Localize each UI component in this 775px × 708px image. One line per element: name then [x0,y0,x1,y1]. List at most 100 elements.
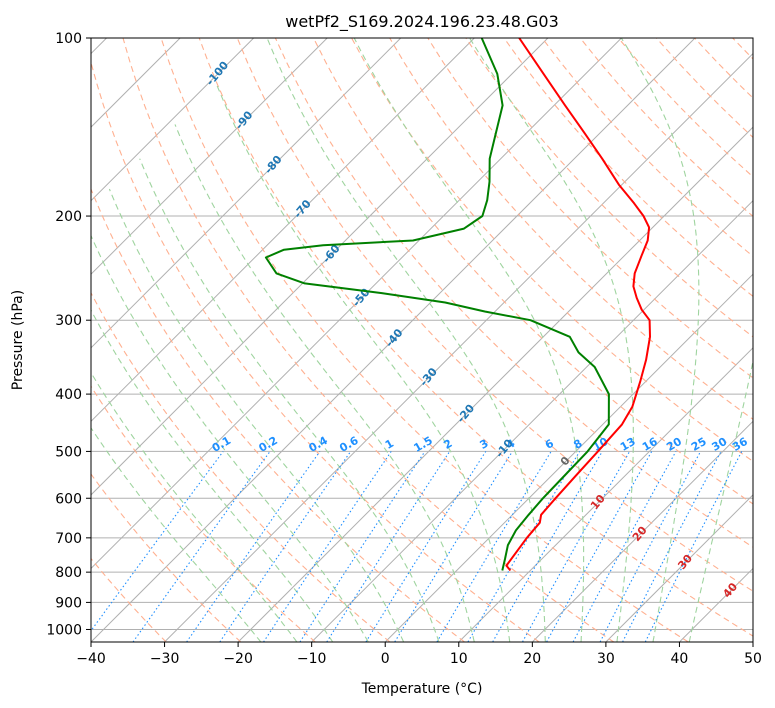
dry-adiabat-330 [236,38,753,592]
isotherm--70 [91,38,475,423]
isotherm-50 [752,641,753,642]
x-tick-label: 0 [381,651,390,667]
chart-title: wetPf2_S169.2024.196.23.48.G03 [285,12,559,32]
isotherm--90 [91,38,328,275]
x-axis: −40 −30 −20 −10 0 10 20 30 40 50 [76,642,762,667]
moist-adiabat-0 [108,188,405,642]
isotherm--50 [91,38,622,570]
y-tick-label: 400 [55,387,82,403]
y-tick-label: 700 [55,531,82,547]
isotherm-30 [605,494,753,642]
isotherm-40 [679,567,753,642]
mixing-ratio-1.5 [299,451,426,642]
mixing-ratio-4 [394,451,513,642]
mixing-ratio-36 [644,451,743,642]
y-tick-label: 500 [55,444,82,460]
dry-adiabat-460 [732,38,753,60]
isotherm--20 [237,126,753,642]
x-tick-label: −40 [76,651,106,667]
dry-adiabat-360 [351,38,753,462]
isotherm-0 [384,273,753,642]
mixing-ratio-label: 1 [383,437,396,452]
moist-adiabat-5 [139,158,440,642]
dry-adiabat-400 [503,38,753,298]
x-tick-label: 20 [523,651,541,667]
y-axis-label: Pressure (hPa) [10,290,26,390]
plot-area: 0.1 0.2 0.4 0.6 1 1.5 2 3 4 6 8 10 13 16 20 25 30 36-100-… [90,37,754,643]
y-tick-label: 900 [55,595,82,611]
x-tick-label: 30 [597,651,615,667]
x-tick-label: 50 [744,651,762,667]
y-tick-label: 800 [55,565,82,581]
dry-adiabat-310 [160,38,689,642]
y-tick-label: 1000 [46,623,82,639]
mixing-ratio-30 [622,451,722,642]
x-tick-label: 10 [450,651,468,667]
isotherm--100 [91,38,255,202]
mixing-ratio-6 [436,451,552,642]
y-tick-label: 200 [55,209,82,225]
x-tick-label: −20 [223,651,253,667]
mixing-ratio-1 [263,451,392,642]
plot-frame [90,37,754,643]
isotherm-20 [531,420,753,642]
moist-adiabat-layer [91,38,753,642]
x-tick-label: −10 [297,651,327,667]
dry-adiabat-350 [313,38,753,505]
mixing-ratio-13 [522,451,631,642]
isotherm-10 [458,347,753,642]
moist-adiabat-10 [174,124,475,642]
y-axis: 1000 900 800 700 600 500 400 300 200 100 [46,31,91,639]
mixing-ratio-16 [546,451,653,642]
mixing-ratio-layer [91,451,743,642]
moist-adiabat-30 [469,38,634,642]
moist-adiabat--10 [91,309,334,642]
x-tick-label: −30 [150,651,180,667]
moist-adiabat--15 [91,371,298,642]
moist-adiabat-35 [620,38,700,642]
dry-adiabat-390 [465,38,753,338]
dry-adiabat-370 [389,38,753,420]
isotherm--60 [91,38,549,496]
moist-adiabat--20 [91,426,262,642]
mixing-ratio-0.6 [219,451,352,642]
mixing-ratio-3 [365,451,487,642]
x-axis-label: Temperature (°C) [361,681,483,697]
dry-adiabat-380 [427,38,753,379]
dry-adiabat-280 [91,187,465,642]
mixing-ratio-0.2 [132,451,271,642]
dry-adiabat-layer [91,38,753,642]
mixing-ratio-25 [599,451,702,642]
y-tick-label: 100 [55,31,82,47]
dry-adiabat-320 [198,38,753,637]
moist-adiabat--5 [91,234,369,642]
isotherm--40 [91,38,696,642]
dry-adiabat-340 [274,38,753,548]
grid-layer [91,38,753,642]
series-layer [264,38,651,572]
dry-adiabat-250 [91,473,242,642]
dry-adiabat-260 [91,385,316,642]
dry-adiabat-270 [91,291,391,642]
moist-adiabat-15 [216,84,511,642]
moist-adiabat-20 [266,38,546,642]
moist-adiabat-25 [353,38,585,642]
mixing-ratio-20 [572,451,677,642]
isotherm--30 [164,52,753,642]
mixing-ratio-label: 6 [543,437,556,452]
mixing-ratio-2 [326,451,451,642]
dewpoint-trace [264,38,610,571]
moist-adiabat-40 [688,359,753,642]
x-tick-label: 40 [670,651,688,667]
isotherm--10 [311,199,753,642]
dry-adiabat-440 [655,38,753,139]
isotherm--80 [91,38,402,349]
temperature-trace [505,38,651,572]
mixing-ratio-0.4 [186,451,321,642]
mixing-ratio-label: 3 [477,437,490,452]
isotherm--110 [91,38,181,128]
dry-adiabat-300 [122,38,615,642]
dry-adiabat-290 [91,60,540,642]
y-tick-label: 600 [55,491,82,507]
